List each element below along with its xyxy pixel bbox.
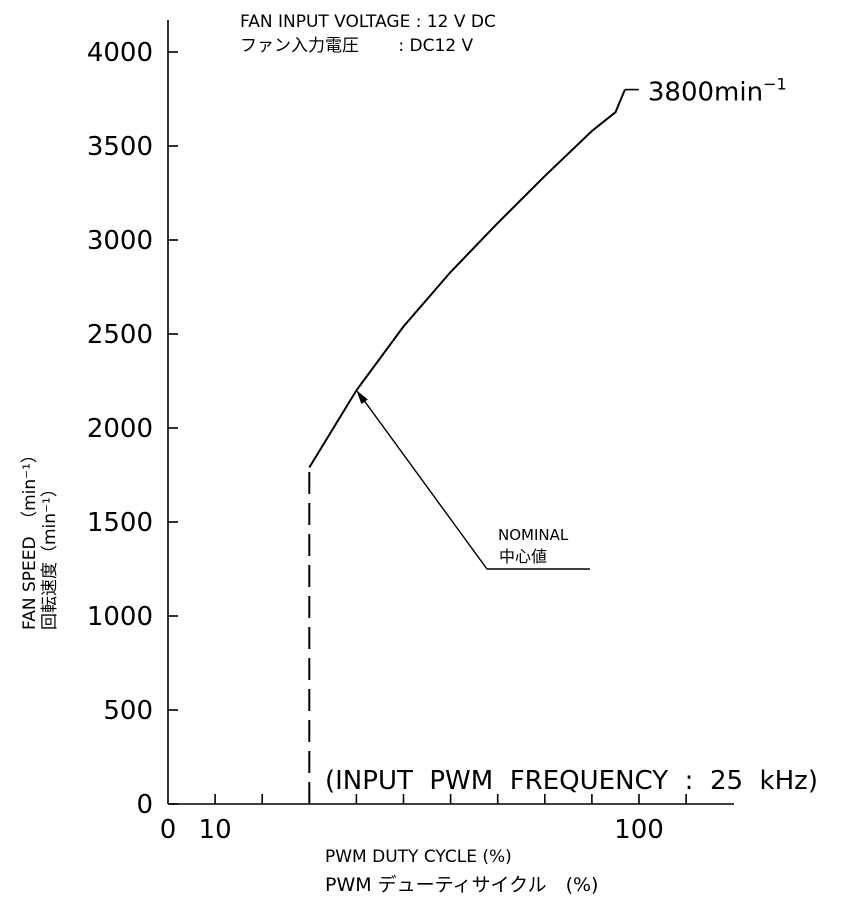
x-axis: 0 10 100 PWM DUTY CYCLE (%) PWM デューティサイクル … — [160, 794, 734, 896]
nominal-annotation: NOMINAL 中心値 — [356, 390, 590, 570]
pwm-frequency-label: (INPUT PWM FREQUENCY : 25 kHz) — [325, 766, 818, 796]
nominal-label-ja: 中心値 — [499, 547, 547, 566]
end-value-text: 3800min — [648, 78, 763, 108]
y-axis-label-line-1: FAN SPEED （min⁻¹） — [20, 446, 40, 630]
y-axis: 0 500 1000 1500 2000 2500 3000 3500 4000 FAN SPE… — [20, 20, 178, 820]
y-tick-label: 3000 — [87, 226, 153, 256]
y-tick-label: 0 — [136, 790, 153, 820]
y-tick-label: 1500 — [87, 508, 153, 538]
end-value-superscript: −1 — [763, 75, 787, 94]
y-tick-label: 1000 — [87, 602, 153, 632]
x-tick-label: 10 — [199, 815, 232, 845]
header-line-2: ファン入力電圧 : DC12 V — [240, 36, 474, 56]
end-value-annotation: 3800min−1 — [624, 75, 787, 108]
header-line-1: FAN INPUT VOLTAGE : 12 V DC — [240, 12, 496, 32]
x-ticks: 0 10 100 — [160, 794, 687, 845]
x-tick-label: 0 — [160, 815, 177, 845]
series-layer — [308, 89, 626, 804]
x-axis-label-line-2: PWM デューティサイクル (%) — [325, 874, 598, 896]
x-axis-label-line-1: PWM DUTY CYCLE (%) — [325, 847, 512, 867]
y-tick-label: 500 — [103, 696, 153, 726]
y-tick-label: 4000 — [87, 38, 153, 68]
y-ticks: 0 500 1000 1500 2000 2500 3000 3500 4000 — [87, 38, 178, 820]
y-tick-label: 2000 — [87, 414, 153, 444]
end-value-label: 3800min−1 — [648, 75, 787, 108]
nominal-label-en: NOMINAL — [498, 526, 569, 544]
fan-speed-curve — [308, 89, 626, 469]
y-tick-label: 2500 — [87, 320, 153, 350]
chart-header: FAN INPUT VOLTAGE : 12 V DC ファン入力電圧 : DC… — [240, 12, 496, 56]
nominal-arrowhead — [356, 390, 368, 405]
nominal-leader-line — [356, 390, 590, 570]
y-tick-label: 3500 — [87, 132, 153, 162]
y-axis-label-line-2: 回転速度（min⁻¹） — [40, 480, 60, 630]
x-tick-label: 100 — [614, 815, 664, 845]
